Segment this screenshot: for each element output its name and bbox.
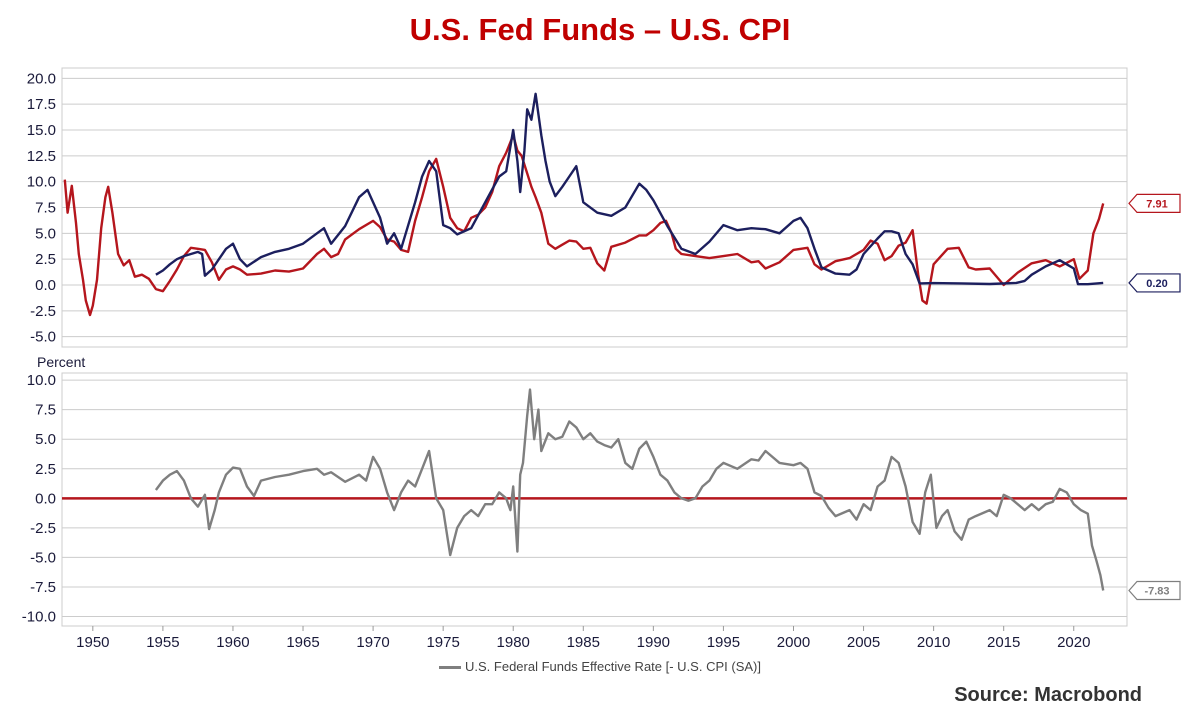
end-label-cpi: 7.91 [1146,198,1167,210]
legend-swatch-spread [439,666,461,670]
y-tick-label: 20.0 [27,70,56,87]
y-tick-label: 5.0 [35,431,56,448]
y-tick-label: 5.0 [35,225,56,242]
x-tick-label: 1990 [637,634,670,651]
x-tick-label: 1995 [707,634,740,651]
end-label-box-fed_funds [1128,273,1181,293]
y-tick-label: 0.0 [35,490,56,507]
legend: U.S. Federal Funds Effective Rate [- U.S… [0,659,1200,674]
x-tick-label: 2000 [777,634,810,651]
x-tick-label: 1950 [76,634,109,651]
y-tick-label: -5.0 [30,549,56,566]
legend-label-spread: U.S. Federal Funds Effective Rate [- U.S… [465,659,761,674]
y-tick-label: 2.5 [35,251,56,268]
source-note: Source: Macrobond [954,684,1142,706]
series-line-spread [154,388,1105,591]
series-line-cpi [63,134,1105,317]
x-tick-label: 2010 [917,634,950,651]
y-tick-label: -2.5 [30,520,56,537]
x-tick-label: 2015 [987,634,1020,651]
end-label-fed_funds: 0.20 [1146,278,1167,290]
x-tick-label: 1980 [497,634,530,651]
series-line-fed_funds [155,92,1104,286]
end-label-spread: -7.83 [1144,586,1169,598]
y-tick-label: -10.0 [22,609,56,626]
y-tick-label: 17.5 [27,96,56,113]
x-tick-label: 2005 [847,634,880,651]
y-tick-label: 7.5 [35,200,56,217]
y-tick-label: -7.5 [30,579,56,596]
y-axis-title: Percent [37,354,85,370]
x-tick-label: 1985 [567,634,600,651]
x-tick-label: 1960 [216,634,249,651]
y-tick-label: 7.5 [35,402,56,419]
y-tick-label: 10.0 [27,174,56,191]
top-panel: 20.0 17.5 15.0 12.5 10.0 7.5 5.0 2.5 0.0 -2.5 -5.0… [27,67,1181,348]
y-tick-label: -2.5 [30,303,56,320]
bottom-panel: 10.0 7.5 5.0 2.5 0.0 -2.5 -5.0 -7.5 -10.0 Percent… [22,354,1181,651]
end-label-box-spread [1128,580,1181,601]
y-tick-label: 0.0 [35,277,56,294]
x-tick-label: 1975 [426,634,459,651]
x-tick-label: 1970 [356,634,389,651]
y-tick-label: 12.5 [27,148,56,165]
x-tick-label: 2020 [1057,634,1090,651]
y-tick-label: 15.0 [27,122,56,139]
chart-title: U.S. Fed Funds – U.S. CPI [409,12,791,47]
y-tick-label: 10.0 [27,372,56,389]
end-label-box-cpi [1128,193,1181,213]
x-tick-label: 1955 [146,634,179,651]
y-tick-label: 2.5 [35,461,56,478]
x-tick-label: 1965 [286,634,319,651]
y-tick-label: -5.0 [30,329,56,346]
